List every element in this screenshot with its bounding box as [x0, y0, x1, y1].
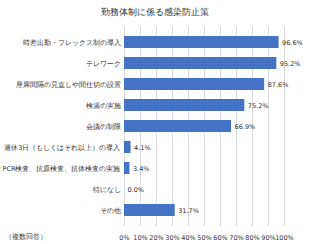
svg-text:75.2%: 75.2% [248, 102, 269, 110]
svg-text:（複数回答）: （複数回答） [5, 233, 47, 241]
html-text:勤務体制に係る感染防止策: 勤務体制に係る感染防止策 [101, 7, 209, 17]
svg-text:PCR検査、抗原検査、抗体検査の実施: PCR検査、抗原検査、抗体検査の実施 [3, 165, 121, 173]
svg-text:70%: 70% [229, 234, 243, 242]
svg-text:90%: 90% [261, 234, 275, 242]
svg-text:その他: その他 [100, 207, 121, 215]
svg-text:95.2%: 95.2% [280, 60, 301, 68]
svg-text:80%: 80% [245, 234, 259, 242]
svg-text:40%: 40% [181, 234, 195, 242]
svg-text:10%: 10% [133, 234, 147, 242]
svg-text:0.0%: 0.0% [128, 186, 145, 194]
svg-text:31.7%: 31.7% [178, 207, 199, 215]
svg-text:60%: 60% [213, 234, 227, 242]
svg-text:週休3日（もしくはそれ以上）の導入: 週休3日（もしくはそれ以上）の導入 [4, 144, 120, 152]
svg-text:66.9%: 66.9% [235, 123, 256, 131]
svg-text:96.6%: 96.6% [282, 39, 303, 47]
svg-text:座席間隔の見直しや間仕切の設置: 座席間隔の見直しや間仕切の設置 [16, 81, 121, 89]
svg-text:30%: 30% [165, 234, 179, 242]
svg-text:会議の制限: 会議の制限 [86, 123, 121, 131]
svg-text:時差出勤・フレックス制の導入: 時差出勤・フレックス制の導入 [23, 39, 121, 47]
svg-text:50%: 50% [197, 234, 211, 242]
svg-text:87.6%: 87.6% [268, 81, 289, 89]
svg-text:100%: 100% [275, 234, 294, 242]
svg-text:4.1%: 4.1% [134, 144, 151, 152]
svg-text:テレワーク: テレワーク [86, 60, 121, 68]
svg-text:20%: 20% [149, 234, 163, 242]
svg-text:特になし: 特になし [93, 186, 121, 194]
svg-text:検温の実施: 検温の実施 [86, 102, 121, 110]
svg-text:3.4%: 3.4% [133, 165, 150, 173]
svg-text:0%: 0% [119, 234, 129, 242]
